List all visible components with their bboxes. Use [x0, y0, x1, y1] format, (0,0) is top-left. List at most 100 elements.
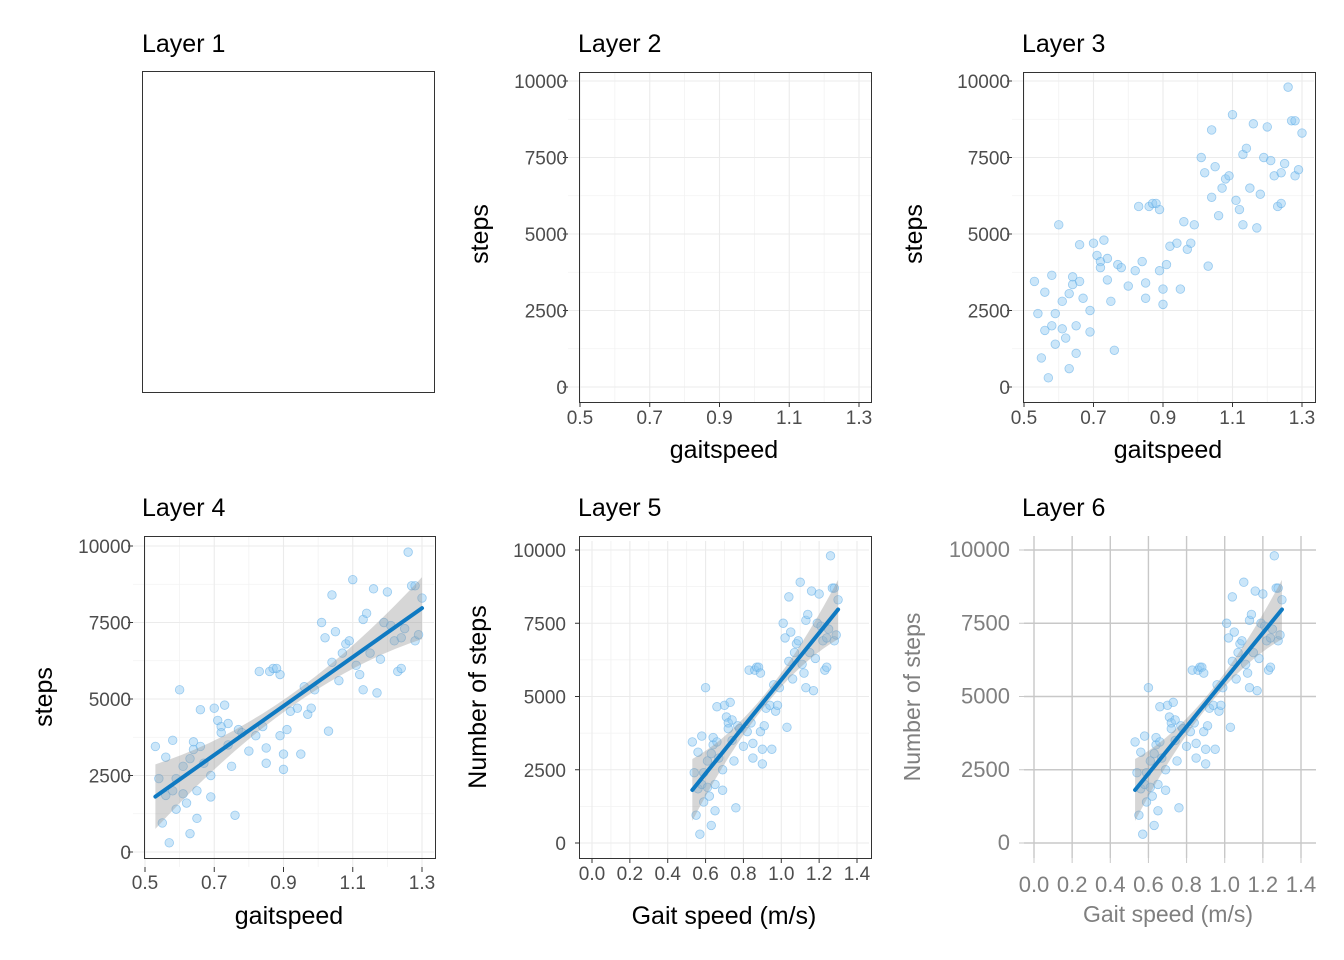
data-point: [697, 731, 707, 741]
data-point: [1158, 299, 1168, 310]
data-point: [799, 668, 809, 678]
data-point: [1213, 210, 1224, 221]
data-point: [1200, 759, 1211, 769]
data-point: [1132, 767, 1142, 778]
y-tick-label: 2500: [89, 767, 131, 788]
axis-ticks: 0.0 0.2 0.4 0.6 0.8 1.0 1.2 1.4 0 2500 5000 7500 100…: [513, 541, 870, 885]
data-point: [693, 747, 703, 757]
data-point: [244, 746, 254, 756]
data-point: [268, 663, 278, 674]
data-point: [1217, 183, 1227, 193]
x-axis-label: Gait speed (m/s): [632, 902, 817, 930]
data-point: [1231, 674, 1241, 684]
data-point: [1153, 779, 1163, 790]
y-tick-label: 2500: [968, 302, 1010, 323]
data-point: [784, 592, 794, 602]
data-point: [1197, 662, 1207, 672]
data-point: [689, 767, 699, 778]
y-tick-label: 7500: [525, 149, 567, 170]
data-point: [223, 718, 233, 729]
data-point: [365, 648, 375, 658]
data-point: [417, 593, 427, 603]
data-point: [1099, 235, 1109, 245]
data-point: [1279, 158, 1290, 169]
data-point: [778, 618, 788, 628]
data-point: [729, 756, 739, 766]
data-point: [219, 700, 230, 710]
data-point: [1130, 266, 1140, 276]
data-point: [1233, 647, 1243, 658]
data-point: [361, 608, 372, 619]
data-point: [1067, 272, 1078, 282]
data-point: [1088, 238, 1099, 248]
data-point: [206, 770, 216, 781]
data-point: [1138, 829, 1148, 839]
y-tick-label: 7500: [968, 149, 1010, 170]
data-point: [1074, 276, 1085, 287]
data-point: [1229, 627, 1239, 637]
data-point: [278, 764, 289, 775]
x-tick-label: 0.4: [655, 864, 682, 885]
data-point: [1168, 697, 1178, 708]
panel-layer-5: Layer 5 0.0 0.2 0.4 0.6 0.8 1.0 1.2 1.4 0 2500 500…: [464, 494, 872, 930]
data-point: [1181, 741, 1192, 752]
data-point: [379, 617, 389, 628]
axis-ticks: 0.5 0.7 0.9 1.1 1.3 0 2500 5000 7500 10000: [957, 72, 1315, 429]
data-point: [723, 724, 733, 734]
panel-layer-4: Layer 4 0.5 0.7 0.9 1.1 1.3 0 2500 5000 7500 1000…: [30, 494, 436, 930]
y-tick-label: 5000: [968, 225, 1010, 246]
data-point: [278, 749, 289, 759]
y-tick-label: 0: [556, 378, 567, 399]
data-point: [770, 706, 781, 716]
data-point: [316, 617, 327, 628]
data-point: [1227, 109, 1238, 120]
data-point: [192, 786, 202, 796]
data-point: [1145, 756, 1156, 766]
panel-title: Layer 6: [1022, 494, 1105, 522]
data-point: [810, 653, 821, 664]
data-point: [1191, 738, 1201, 749]
x-tick-label: 0.7: [637, 408, 663, 429]
data-point: [1223, 633, 1234, 643]
y-tick-label: 7500: [961, 610, 1010, 635]
data-point: [1154, 204, 1165, 215]
data-point: [399, 623, 410, 634]
data-point: [738, 741, 749, 752]
x-tick-label: 0.2: [617, 864, 643, 885]
panel-title: Layer 3: [1022, 30, 1105, 58]
data-point: [717, 765, 728, 775]
x-tick-label: 0.0: [579, 864, 605, 885]
data-point: [178, 761, 188, 772]
data-point: [1109, 345, 1120, 355]
data-point: [251, 731, 261, 741]
data-point: [786, 627, 796, 637]
data-point: [784, 656, 794, 667]
data-point: [833, 595, 843, 605]
x-tick-label: 1.4: [844, 864, 871, 885]
data-point: [757, 759, 768, 769]
point-layer: [687, 551, 843, 839]
data-point: [226, 761, 237, 772]
data-point: [195, 705, 206, 715]
data-point: [1085, 305, 1095, 316]
axis-ticks: 0.5 0.7 0.9 1.1 1.3 0 2500 5000 7500 10000: [78, 537, 435, 894]
regression-line: [153, 606, 424, 799]
data-point: [1175, 284, 1186, 294]
data-point: [1164, 712, 1175, 722]
data-point: [765, 700, 775, 710]
data-point: [1240, 659, 1251, 669]
data-point: [306, 703, 316, 713]
data-point: [1147, 198, 1158, 209]
data-point: [410, 581, 420, 591]
x-tick-label: 0.6: [1133, 872, 1164, 897]
data-point: [1033, 308, 1043, 319]
panel-title: Layer 4: [142, 494, 225, 522]
panel-title: Layer 2: [578, 30, 661, 58]
y-tick-label: 2500: [961, 757, 1010, 782]
point-layer: [1029, 82, 1307, 383]
y-tick-label: 5000: [525, 225, 567, 246]
data-point: [759, 721, 769, 731]
data-point: [803, 609, 813, 620]
data-point: [296, 749, 306, 759]
data-point: [150, 741, 161, 752]
